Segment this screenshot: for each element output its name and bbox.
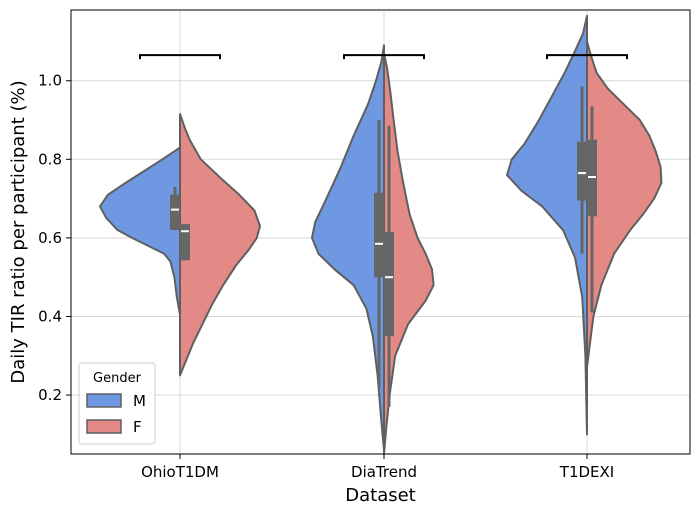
box-iqr xyxy=(374,192,384,278)
legend-swatch-m xyxy=(86,393,122,408)
legend-swatch-f xyxy=(86,419,122,434)
violin-f-t1dexi xyxy=(586,40,663,369)
violins xyxy=(99,14,663,455)
x-tick-label: T1DEXI xyxy=(559,463,614,481)
legend-label-m: M xyxy=(133,392,146,410)
x-tick-label: DiaTrend xyxy=(351,463,417,481)
ticks: 0.2 0.4 0.6 0.8 1.0 OhioT1DM DiaTrend T1DEXI xyxy=(38,72,614,481)
significance-bracket xyxy=(139,54,221,60)
legend: Gender MF xyxy=(78,362,156,445)
violin-f-diatrend xyxy=(383,52,435,455)
legend-items: MF xyxy=(86,392,146,436)
x-axis-label: Dataset xyxy=(345,485,416,506)
y-tick-label: 1.0 xyxy=(38,72,62,90)
significance-bracket xyxy=(343,54,425,60)
significance-brackets xyxy=(139,54,628,60)
x-tick-label: OhioT1DM xyxy=(141,463,219,481)
significance-bracket xyxy=(546,54,628,60)
box-iqr xyxy=(170,194,180,231)
y-axis-label: Daily TIR ratio per participant (%) xyxy=(8,80,29,383)
violin-m-diatrend xyxy=(311,44,385,452)
boxes xyxy=(170,86,597,407)
y-tick-label: 0.2 xyxy=(38,386,62,404)
axes-frame xyxy=(70,9,691,455)
y-tick-label: 0.6 xyxy=(38,229,62,247)
y-tick-label: 0.4 xyxy=(38,307,62,325)
box-iqr xyxy=(577,141,587,201)
y-tick-label: 0.8 xyxy=(38,150,62,168)
legend-label-f: F xyxy=(133,418,142,436)
violin-f-ohiot1dm xyxy=(179,113,261,377)
box-iqr xyxy=(180,224,190,261)
box-iqr xyxy=(384,232,394,337)
violin-m-t1dexi xyxy=(506,14,588,436)
legend-title: Gender xyxy=(93,371,142,386)
violin-m-ohiot1dm xyxy=(99,146,181,316)
